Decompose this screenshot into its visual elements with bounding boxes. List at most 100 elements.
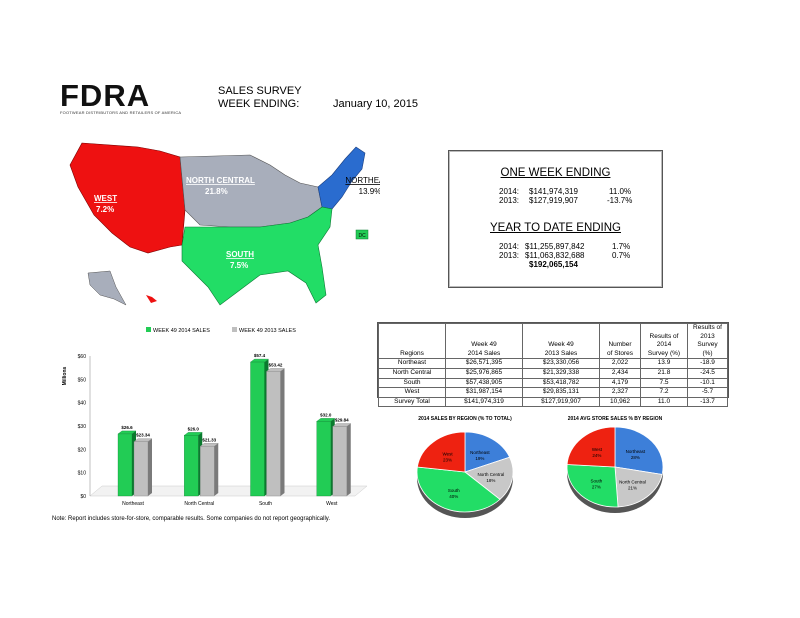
table-cell: $29,835,131 [522,387,600,398]
col-header-2013-sales: Week 49 2013 Sales [522,322,600,360]
table-cell: -24.5 [687,367,728,379]
col-header-stores: Number of Stores [599,322,641,360]
map-region-west [69,142,186,254]
table-row: Survey Total $141,974,319 $127,919,907 10,9… [378,396,728,408]
map-value-north-central: 21.8% [205,187,228,196]
one-week-2014-pct: 11.0% [609,187,632,196]
regional-sales-bar-chart: $0 $10 $20 $30 $40 $50 $60 Millions WEEK 49 2014… [62,327,368,507]
pie-slice-value: 40% [449,494,458,499]
pie-slice-value: 28% [631,455,640,460]
bar [316,421,331,497]
y-tick-label: $30 [78,424,87,430]
table-cell: West [378,387,446,398]
map-alaska [87,270,127,306]
table-cell: $23,330,056 [522,358,600,369]
table-cell: $57,438,905 [445,377,523,389]
y-tick-label: $0 [80,494,86,500]
bar-side [346,423,351,496]
pie-slice-value: 18% [486,478,495,483]
y-tick-label: $20 [78,447,87,453]
table-cell: $25,976,865 [445,367,523,379]
map-region-north-central [179,154,323,228]
y-tick-label: $40 [78,401,87,407]
week-ending-date: January 10, 2015 [333,98,419,110]
table-cell: $21,329,338 [522,367,600,379]
ytd-2013-amount: $11,063,832,688 [525,251,585,260]
logo-subtitle: FOOTWEAR DISTRIBUTORS AND RETAILERS OF A… [60,110,182,115]
table-header-row: Regions Week 49 2014 Sales Week 49 2013 … [378,322,728,360]
bar-side [214,443,219,496]
table-row: South $57,438,905 $53,418,782 4,179 7.5 -10.1 [378,377,728,389]
col-header-regions: Regions [378,322,446,360]
ytd-2014-pct: 1.7% [612,242,631,251]
week-ending-label: WEEK ENDING: [218,98,300,110]
map-hawaii [146,295,157,303]
table-cell: 4,179 [599,377,641,389]
pie-slice-value: 19% [475,456,484,461]
one-week-2013-pct: -13.7% [607,196,633,205]
bar-value-label: $32.0 [320,412,332,417]
table-row: Northeast $26,571,395 $23,330,056 2,022 13.9… [378,358,728,369]
table-cell: 7.2 [640,387,688,398]
map-value-west: 7.2% [96,205,114,214]
table-cell: $127,919,907 [522,396,600,408]
pie-slice [464,456,514,500]
table-cell: Northeast [378,358,446,369]
y-tick-label: $10 [78,471,87,477]
pie-slice [416,466,501,513]
table-cell: 2,434 [599,367,641,379]
pie-slice-value: 23% [443,457,452,462]
col-header-2014-sales: Week 49 2014 Sales [445,322,523,360]
ytd-2014-year: 2014: [499,242,520,251]
table-cell: $31,987,154 [445,387,523,398]
table-cell: 7.5 [640,377,688,389]
pie-slice-value: 21% [628,486,637,491]
ytd-2014-amount: $11,255,897,842 [525,242,585,251]
pie-slice-label: South [448,488,460,493]
region-pie-charts: 2014 SALES BY REGION (% TO TOTAL) Northea… [416,416,664,518]
map-label-south: SOUTH [226,250,254,259]
pie-slice [566,464,619,508]
bar-value-label: $57.4 [254,353,266,358]
bar [133,441,149,497]
bar [332,426,347,497]
pie-slice-label: North Central [619,480,646,485]
bar [250,361,265,497]
legend-label: WEEK 49 2013 SALES [239,328,296,334]
table-cell: $53,418,782 [522,377,600,389]
pie-slice [614,426,664,475]
bar [266,371,281,497]
bar-value-label: $23.34 [136,433,150,438]
col-header-2014-survey: Results of 2014 Survey (%) [640,322,688,360]
pie-slice-label: Northeast [626,449,646,454]
table-cell: 11.0 [640,396,688,408]
summary-box: ONE WEEK ENDING 2014: $141,974,319 11.0%… [448,150,663,288]
table-cell: South [378,377,446,389]
table-cell: -10.1 [687,377,728,389]
pie-slice-value: 27% [592,485,601,490]
table-cell: $141,974,319 [445,396,523,408]
bar-side [280,368,285,496]
map-label-west: WEST [94,194,117,203]
ytd-2013-year: 2013: [499,251,520,260]
table-row: North Central $25,976,865 $21,329,338 2,434… [378,367,728,379]
bar [117,433,133,497]
x-tick-label: North Central [184,501,214,507]
pie-slice [614,466,663,508]
dc-label: DC [359,233,367,239]
x-tick-label: South [259,501,272,507]
pie-slice-label: West [592,447,603,452]
x-tick-label: Northeast [122,501,144,507]
pie-slice [464,431,511,473]
table-cell: 2,327 [599,387,641,398]
ytd-title: YEAR TO DATE ENDING [490,222,621,234]
col-header-2013-survey: Results of 2013 Survey (%) [687,322,728,360]
table-cell: $26,571,395 [445,358,523,369]
one-week-2013-year: 2013: [499,196,520,205]
table-cell: -5.7 [687,387,728,398]
table-cell: -13.7 [687,396,728,408]
pie-slice-label: South [590,479,602,484]
pie-title: 2014 SALES BY REGION (% TO TOTAL) [418,416,512,422]
dc-marker [355,229,369,240]
regions-table: Regions Week 49 2014 Sales Week 49 2013 … [377,322,729,408]
